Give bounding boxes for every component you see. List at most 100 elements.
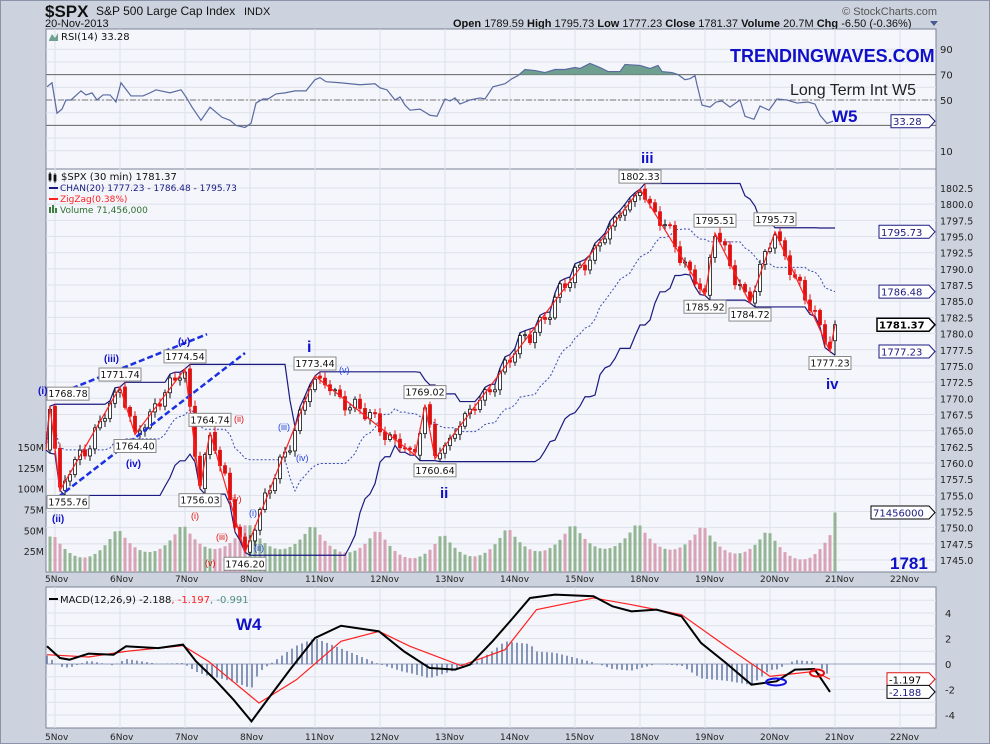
open-value: 1789.59 [484, 18, 524, 30]
volume-bar [218, 548, 222, 572]
channel-lower-tag: 1777.23 [881, 347, 922, 358]
volume-bar [808, 557, 812, 572]
candle-body [603, 238, 607, 244]
volume-bar [113, 531, 117, 572]
macd-date-tick-label: 18Nov [630, 733, 660, 743]
pivot-label-box [683, 299, 727, 314]
pivot-label: 1769.02 [405, 388, 444, 399]
pivot-label: 1764.40 [115, 442, 154, 453]
candle-body [418, 433, 422, 456]
candle-body [493, 389, 497, 393]
macd-panel [45, 586, 937, 729]
price-tick-label: 1782.5 [940, 313, 973, 324]
volume-bar [363, 543, 367, 572]
volume-bar [663, 548, 667, 572]
candle-body [473, 408, 477, 411]
candle-body [313, 378, 317, 391]
channel-mid-tag: 1786.48 [881, 288, 922, 299]
candle-body [668, 224, 672, 227]
volume-label: Volume [741, 18, 780, 30]
volume-bar [158, 548, 162, 572]
volume-bar [328, 545, 332, 572]
zigzag-plot: 1768.78 1755.76 1771.74 1764.40 1774.54 1756.… [45, 169, 852, 571]
volume-bar [528, 549, 532, 572]
volume-value: 20.7M [783, 18, 814, 30]
volume-bar [463, 554, 467, 572]
price-tick-label: 1780.0 [940, 330, 973, 341]
volume-legend-icon [49, 205, 57, 213]
macd-date-tick-label: 22Nov [890, 733, 920, 743]
sub-wave-red-i: (i) [191, 511, 199, 521]
ohlc-summary: Open 1789.59 High 1795.73 Low 1777.23 Cl… [453, 18, 912, 30]
volume-bar [558, 539, 562, 572]
candle-body [593, 245, 597, 261]
volume-bar [143, 551, 147, 572]
candle-body [778, 231, 782, 242]
macd-tick-label: 2 [945, 635, 951, 646]
price-tick-label: 1765.0 [940, 427, 973, 438]
volume-bar [803, 559, 807, 572]
volume-bar [773, 540, 777, 572]
volume-bar [648, 538, 652, 572]
pivot-label: 1755.76 [48, 497, 87, 508]
volume-bar [413, 557, 417, 572]
chevron-down-icon[interactable] [930, 21, 938, 26]
minor-wave-ii: (ii) [52, 514, 64, 525]
volume-bar [553, 544, 557, 572]
candle-body [158, 403, 162, 407]
wave-ii-label: ii [440, 485, 448, 502]
candle-body [798, 276, 802, 281]
price-tick-label: 1775.0 [940, 362, 973, 373]
volume-legend: Volume 71,456,000 [60, 206, 148, 216]
pivot-label-box [46, 494, 90, 509]
pivot-label-box [163, 349, 207, 364]
price-tick-label: 1772.5 [940, 378, 973, 389]
volume-bar [208, 548, 212, 572]
volume-bar [738, 553, 742, 572]
volume-bar [268, 546, 272, 572]
volume-bar [273, 548, 277, 572]
volume-bar [483, 552, 487, 572]
volume-bar [703, 528, 707, 572]
macd-date-tick-label: 6Nov [110, 733, 134, 743]
volume-bar [348, 552, 352, 572]
candle-body [543, 316, 547, 320]
volume-bar [788, 555, 792, 572]
volume-bar [533, 550, 537, 572]
price-tick-label: 1752.5 [940, 508, 973, 519]
volume-bar [63, 549, 67, 572]
macd-date-tick-label: 12Nov [370, 733, 400, 743]
level-1781-label: 1781 [890, 554, 928, 573]
candle-body [453, 433, 457, 439]
volume-bar [128, 543, 132, 572]
volume-bar [103, 545, 107, 572]
candle-body [553, 296, 557, 319]
volume-tick-label: 75M [24, 506, 44, 517]
volume-bar [793, 558, 797, 572]
pivot-label-box [113, 439, 157, 454]
volume-bar [123, 537, 127, 572]
candle-body [253, 529, 257, 542]
price-tick-label: 1757.5 [940, 475, 973, 486]
volume-bar [748, 548, 752, 572]
symbol-title: $SPX [45, 2, 89, 21]
macd-last-tag: -2.188 [889, 688, 921, 699]
volume-bar [58, 543, 62, 572]
volume-bar [603, 548, 607, 572]
sub-wave-red-iii: (iii) [216, 532, 228, 542]
channel-middle-line [45, 228, 836, 493]
sub-wave-red-iv: (iv) [229, 494, 242, 504]
volume-bar [623, 538, 627, 572]
rsi-legend-icon [49, 33, 58, 41]
date-tick-label: 21Nov [825, 575, 855, 585]
volume-bar [133, 547, 137, 572]
volume-bar [508, 530, 512, 572]
volume-bar [758, 539, 762, 572]
volume-bar [88, 556, 92, 572]
chg-label: Chg [817, 18, 838, 30]
channel-upper-tag-box [878, 224, 936, 239]
candle-body [548, 317, 552, 320]
close-value: 1781.37 [698, 18, 738, 30]
volume-bar [503, 530, 507, 572]
rsi-tick-label: 50 [940, 96, 953, 107]
